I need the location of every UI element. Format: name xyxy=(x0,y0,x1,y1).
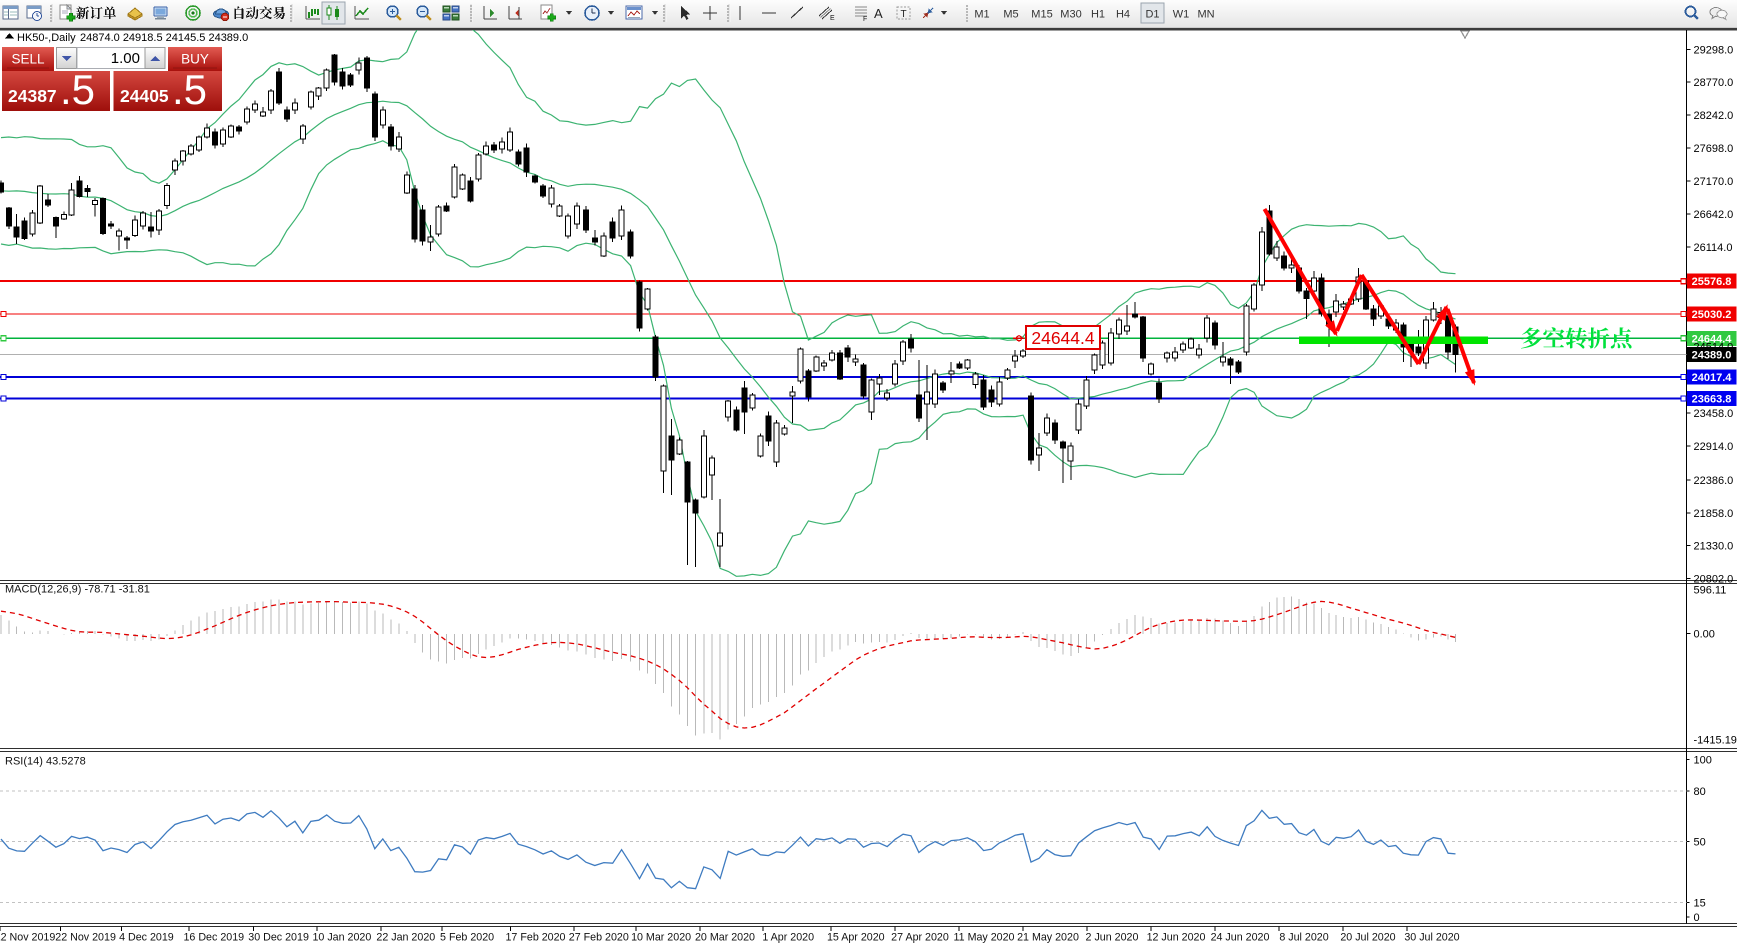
svg-text:28242.0: 28242.0 xyxy=(1694,110,1734,122)
svg-text:5 Feb 2020: 5 Feb 2020 xyxy=(440,932,494,944)
svg-text:22386.0: 22386.0 xyxy=(1694,475,1734,487)
svg-text:BUY: BUY xyxy=(181,52,209,67)
svg-text:25030.2: 25030.2 xyxy=(1692,309,1732,321)
svg-text:M1: M1 xyxy=(974,9,989,21)
svg-text:24644.4: 24644.4 xyxy=(1031,328,1095,348)
svg-text:M15: M15 xyxy=(1031,9,1052,21)
svg-text:1.00: 1.00 xyxy=(111,50,140,67)
svg-text:T: T xyxy=(901,9,907,20)
svg-text:27 Feb 2020: 27 Feb 2020 xyxy=(569,932,629,944)
svg-text:16 Dec 2019: 16 Dec 2019 xyxy=(183,932,244,944)
svg-text:21330.0: 21330.0 xyxy=(1694,541,1734,553)
svg-text:22 Jan 2020: 22 Jan 2020 xyxy=(376,932,435,944)
svg-text:12 Jun 2020: 12 Jun 2020 xyxy=(1147,932,1206,944)
svg-text:M5: M5 xyxy=(1003,9,1018,21)
svg-text:2 Jun 2020: 2 Jun 2020 xyxy=(1086,932,1139,944)
svg-text:24 Jun 2020: 24 Jun 2020 xyxy=(1211,932,1270,944)
svg-text:H1: H1 xyxy=(1091,9,1105,21)
svg-text:20802.0: 20802.0 xyxy=(1694,574,1734,586)
svg-text:MACD(12,26,9) -78.71 -31.81: MACD(12,26,9) -78.71 -31.81 xyxy=(5,584,150,596)
svg-text:24387: 24387 xyxy=(8,86,57,106)
svg-text:30 Dec 2019: 30 Dec 2019 xyxy=(248,932,309,944)
svg-text:11 May 2020: 11 May 2020 xyxy=(954,932,1015,944)
svg-text:F: F xyxy=(863,16,867,23)
svg-text:27698.0: 27698.0 xyxy=(1694,143,1734,155)
svg-text:24405: 24405 xyxy=(120,86,169,106)
svg-text:HK50-,Daily: HK50-,Daily xyxy=(17,32,76,44)
svg-text:8 Jul 2020: 8 Jul 2020 xyxy=(1279,932,1328,944)
svg-text:0.00: 0.00 xyxy=(1694,629,1715,641)
svg-text:20 Mar 2020: 20 Mar 2020 xyxy=(695,932,755,944)
svg-text:M30: M30 xyxy=(1060,9,1081,21)
svg-text:22 Nov 2019: 22 Nov 2019 xyxy=(55,932,116,944)
svg-text:0: 0 xyxy=(1694,912,1700,924)
svg-text:12 Nov 2019: 12 Nov 2019 xyxy=(0,932,55,944)
svg-text:E: E xyxy=(830,15,835,22)
svg-text:1 Apr 2020: 1 Apr 2020 xyxy=(762,932,814,944)
svg-text:15 Apr 2020: 15 Apr 2020 xyxy=(827,932,885,944)
svg-text:A: A xyxy=(874,6,883,21)
svg-text:15: 15 xyxy=(1694,897,1706,909)
svg-text:26642.0: 26642.0 xyxy=(1694,209,1734,221)
svg-text:30 Jul 2020: 30 Jul 2020 xyxy=(1404,932,1459,944)
svg-text:.5: .5 xyxy=(172,66,207,113)
svg-text:22914.0: 22914.0 xyxy=(1694,441,1734,453)
svg-text:20 Jul 2020: 20 Jul 2020 xyxy=(1340,932,1395,944)
svg-text:50: 50 xyxy=(1694,837,1706,849)
svg-text:25576.8: 25576.8 xyxy=(1692,276,1732,288)
svg-text:.5: .5 xyxy=(60,66,95,113)
svg-text:27 Apr 2020: 27 Apr 2020 xyxy=(891,932,949,944)
svg-text:23663.8: 23663.8 xyxy=(1692,394,1732,406)
svg-text:RSI(14) 43.5278: RSI(14) 43.5278 xyxy=(5,756,86,768)
svg-text:80: 80 xyxy=(1694,786,1706,798)
svg-text:596.11: 596.11 xyxy=(1694,585,1727,597)
svg-text:MN: MN xyxy=(1197,9,1214,21)
svg-text:27170.0: 27170.0 xyxy=(1694,176,1734,188)
svg-text:24874.0 24918.5 24145.5 24389.: 24874.0 24918.5 24145.5 24389.0 xyxy=(80,32,248,44)
svg-text:23458.0: 23458.0 xyxy=(1694,408,1734,420)
svg-text:24017.4: 24017.4 xyxy=(1692,372,1733,384)
svg-text:H4: H4 xyxy=(1116,9,1130,21)
svg-text:W1: W1 xyxy=(1173,9,1190,21)
svg-text:21 May 2020: 21 May 2020 xyxy=(1017,932,1079,944)
svg-text:10 Mar 2020: 10 Mar 2020 xyxy=(631,932,691,944)
svg-text:100: 100 xyxy=(1694,754,1712,766)
svg-text:28770.0: 28770.0 xyxy=(1694,77,1734,89)
svg-text:24644.4: 24644.4 xyxy=(1692,333,1733,345)
svg-text:24389.0: 24389.0 xyxy=(1692,350,1732,362)
svg-text:10 Jan 2020: 10 Jan 2020 xyxy=(312,932,371,944)
svg-text:-1415.19: -1415.19 xyxy=(1694,735,1737,747)
svg-text:SELL: SELL xyxy=(11,52,45,67)
svg-text:26114.0: 26114.0 xyxy=(1694,242,1733,254)
svg-text:4 Dec 2019: 4 Dec 2019 xyxy=(119,932,174,944)
svg-text:29298.0: 29298.0 xyxy=(1694,44,1734,56)
svg-text:21858.0: 21858.0 xyxy=(1694,508,1734,520)
svg-text:17 Feb 2020: 17 Feb 2020 xyxy=(505,932,565,944)
svg-text:D1: D1 xyxy=(1145,9,1159,21)
